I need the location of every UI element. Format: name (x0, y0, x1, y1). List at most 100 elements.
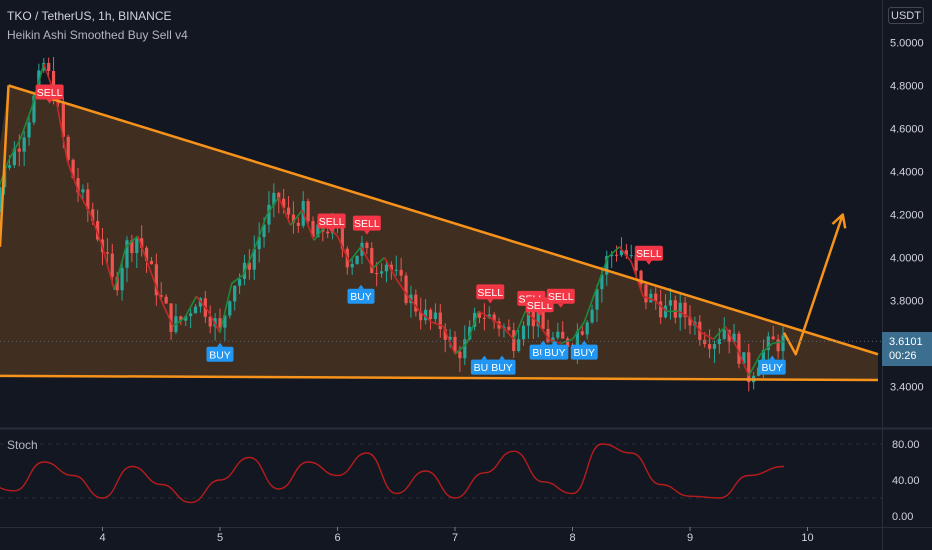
price-tick-label: 4.0000 (890, 253, 924, 265)
smoothed-ha-segment (642, 295, 656, 302)
candle-body (389, 264, 393, 271)
smoothed-ha-segment (184, 295, 198, 319)
candle-body (130, 240, 134, 254)
smoothed-ha-segment (712, 325, 726, 340)
smoothed-ha-segment (289, 209, 303, 226)
candle-body (482, 317, 486, 319)
smoothed-ha-segment (618, 246, 632, 263)
candle-body (262, 224, 266, 237)
candles[interactable] (0, 57, 785, 392)
candle-body (512, 330, 516, 352)
candle-body (282, 198, 286, 208)
lower-trendline[interactable] (0, 374, 879, 382)
stoch-tick-label: 40.00 (892, 475, 920, 487)
badge-box (206, 346, 234, 362)
candle-body (7, 165, 12, 168)
candle-body (747, 352, 751, 383)
smoothed-ha-segment (278, 196, 292, 226)
badge-box (476, 284, 505, 300)
candle-body (375, 273, 379, 275)
candle-body (140, 238, 144, 248)
candle-body (394, 269, 398, 271)
candle-body (629, 255, 633, 257)
badge-label: BUY (544, 347, 566, 359)
smoothed-ha-segment (478, 310, 491, 319)
candle-body (536, 311, 540, 327)
time-tick-label: 5 (217, 532, 223, 544)
badge-label: SELL (636, 248, 662, 260)
currency-badge[interactable]: USDT (888, 7, 924, 24)
sell-signal-badge[interactable]: SELL (35, 84, 64, 104)
candle-body (703, 339, 707, 345)
last-price-tag: 3.6101 00:26 (882, 332, 932, 366)
candle-body (316, 224, 320, 238)
badge-label: BUY (761, 362, 783, 374)
buy-signal-badge[interactable]: BUY (206, 342, 234, 362)
sell-signal-badge[interactable]: SELL (546, 288, 575, 308)
projection-arrow[interactable] (782, 214, 844, 356)
buy-signal-badge[interactable]: BUY (570, 340, 598, 360)
candle-body (414, 294, 418, 312)
candle-body (624, 250, 628, 256)
candle-body (556, 331, 560, 338)
buy-signal-badge[interactable]: BUY (488, 355, 516, 375)
smoothed-ha-segment (254, 214, 268, 248)
candle-body (384, 264, 389, 272)
candle-body (193, 306, 198, 314)
stoch-label[interactable]: Stoch (7, 438, 38, 452)
stoch-tick-label: 80.00 (892, 439, 920, 451)
candle-body (610, 254, 614, 257)
smoothed-ha-segment (513, 310, 527, 340)
candle-body (277, 192, 281, 199)
sell-signal-badge[interactable]: SELL (525, 297, 554, 317)
buy-signal-badge[interactable]: BUY (758, 355, 786, 375)
candle-body (189, 313, 193, 317)
badge-pointer (487, 299, 494, 304)
price-tick-label: 4.2000 (890, 210, 924, 222)
candle-body (580, 331, 584, 335)
price-tick-label: 3.8000 (890, 296, 924, 308)
smoothed-ha-segment (607, 246, 621, 259)
sell-signal-badge[interactable]: SELL (634, 245, 663, 265)
projection-arrow-head (831, 213, 847, 229)
sell-signal-badge[interactable]: SELL (317, 213, 346, 233)
candle-body (81, 189, 85, 193)
candle-body (727, 329, 731, 343)
last-price: 3.6101 (889, 336, 923, 348)
time-tick-label: 8 (569, 532, 575, 544)
candle-body (419, 311, 423, 321)
badge-pointer (217, 342, 223, 347)
candle-body (614, 254, 619, 256)
buy-signal-badge[interactable]: BUY (541, 340, 569, 360)
badge-pointer (581, 340, 588, 345)
indicator-name[interactable]: Heikin Ashi Smoothed Buy Sell v4 (7, 28, 188, 42)
badge-box (352, 215, 381, 231)
smoothed-ha-segment (54, 96, 69, 161)
stoch-line[interactable] (0, 443, 785, 504)
badge-pointer (358, 284, 364, 289)
candle-body (428, 309, 433, 320)
time-tick-label: 10 (801, 532, 813, 544)
sell-signal-badge[interactable]: SELL (352, 215, 381, 235)
triangle-pattern-fill[interactable] (0, 85, 878, 381)
time-tick-label: 6 (334, 532, 340, 544)
candle-body (379, 271, 384, 274)
smoothed-ha-segment (489, 317, 503, 327)
candle-body (159, 295, 163, 297)
candle-body (673, 300, 677, 318)
candle-body (252, 249, 256, 270)
candle-body (365, 242, 369, 249)
sell-signal-badge[interactable]: SELL (476, 284, 505, 304)
candle-body (311, 221, 315, 238)
smoothed-ha-segment (336, 235, 350, 263)
badge-pointer (540, 340, 547, 345)
smoothed-ha-segment (395, 278, 409, 297)
chart-title: TKO / TetherUS, 1h, BINANCE (7, 9, 172, 23)
buy-signal-badge[interactable]: BUY (347, 284, 375, 304)
upper-trendline[interactable] (8, 84, 879, 356)
smoothed-ha-segment (266, 196, 280, 215)
badge-box (488, 359, 516, 375)
smoothed-ha-segment (348, 246, 362, 263)
left-trendline[interactable] (0, 85, 10, 247)
